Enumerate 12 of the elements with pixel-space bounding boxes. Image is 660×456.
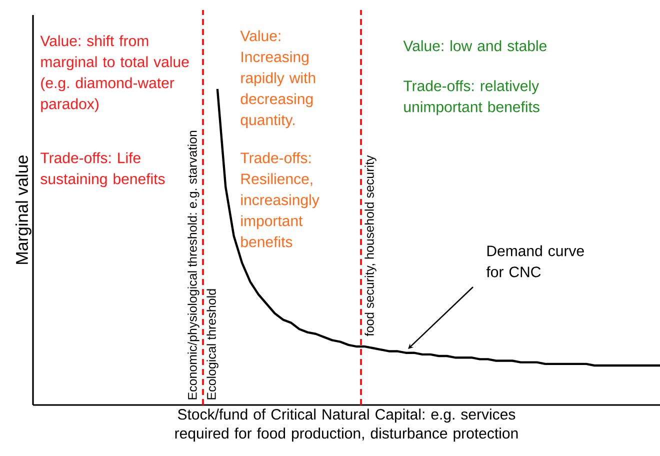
annotation: Economic/physiological threshold: e.g. starvation [188,130,200,400]
x-axis-title: Stock/fund of Critical Natural Capital: e.g. services required for food production, disturbance protection [175,408,518,442]
annotation: Value: shift from marginal to total value (e.g. diamond-water paradox) [40,35,189,112]
annotation: Trade-offs: Resilience, increasingly important benefits [240,152,320,248]
y-axis-title: Marginal value [16,156,32,264]
annotation: food security, household security [364,155,376,336]
annotation: Demand curve for CNC [486,245,584,278]
annotation: Value: Increasing rapidly with decreasing quantity. [240,30,316,128]
annotation: Trade-offs: Life sustaining benefits [40,152,165,188]
text: Value: low and stable [403,40,546,52]
annotation: Trade-offs: relatively unimportant benefits [404,80,540,116]
annotation: Ecological threshold [206,289,218,400]
